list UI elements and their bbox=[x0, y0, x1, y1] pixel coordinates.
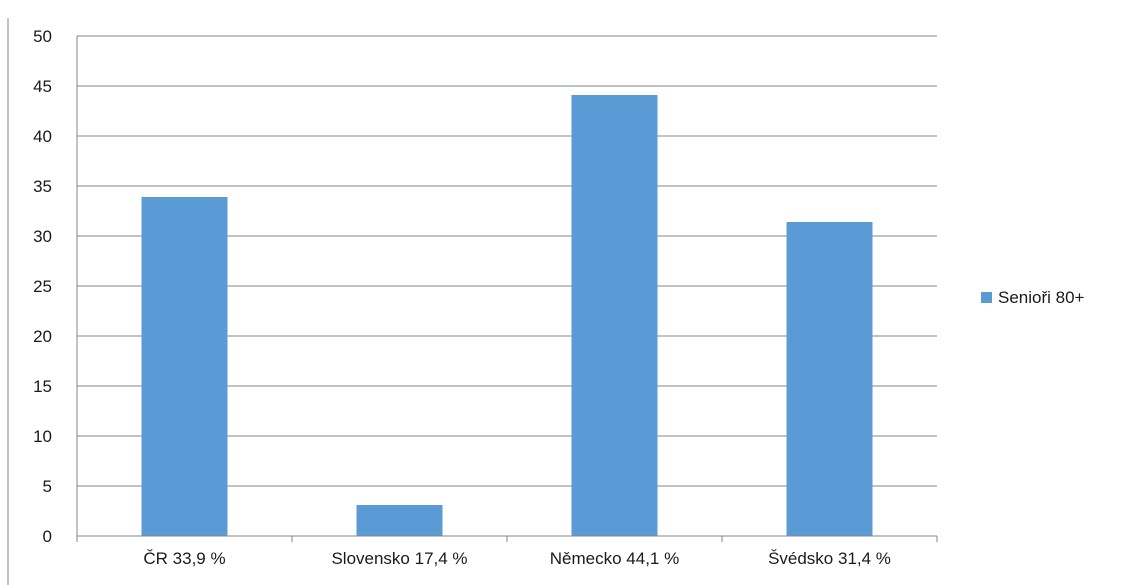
legend-swatch bbox=[981, 292, 992, 303]
y-tick-label: 45 bbox=[33, 77, 52, 96]
y-tick-label: 10 bbox=[33, 427, 52, 446]
y-tick-label: 5 bbox=[43, 477, 52, 496]
y-tick-label: 30 bbox=[33, 227, 52, 246]
bar bbox=[141, 197, 228, 536]
legend-label-senior-80plus: Senioři 80+ bbox=[998, 288, 1085, 307]
axes bbox=[76, 36, 938, 542]
x-tick-label: Německo 44,1 % bbox=[550, 549, 679, 568]
bar bbox=[786, 222, 873, 536]
bar bbox=[356, 505, 443, 536]
x-tick-labels: ČR 33,9 % Slovensko 17,4 % Německo 44,1 % Š… bbox=[143, 549, 891, 568]
bar bbox=[571, 95, 658, 536]
y-tick-label: 35 bbox=[33, 177, 52, 196]
bars bbox=[141, 95, 873, 536]
legend: Senioři 80+ bbox=[981, 288, 1085, 307]
y-tick-label: 25 bbox=[33, 277, 52, 296]
y-tick-label: 15 bbox=[33, 377, 52, 396]
y-tick-labels: 0 5 10 15 20 25 30 35 40 45 50 bbox=[33, 27, 52, 546]
y-tick-label: 40 bbox=[33, 127, 52, 146]
x-tick-label: Švédsko 31,4 % bbox=[768, 549, 891, 568]
x-tick-label: ČR 33,9 % bbox=[143, 549, 225, 568]
y-tick-label: 0 bbox=[43, 527, 52, 546]
x-tick-label: Slovensko 17,4 % bbox=[331, 549, 467, 568]
y-tick-label: 50 bbox=[33, 27, 52, 46]
y-tick-label: 20 bbox=[33, 327, 52, 346]
